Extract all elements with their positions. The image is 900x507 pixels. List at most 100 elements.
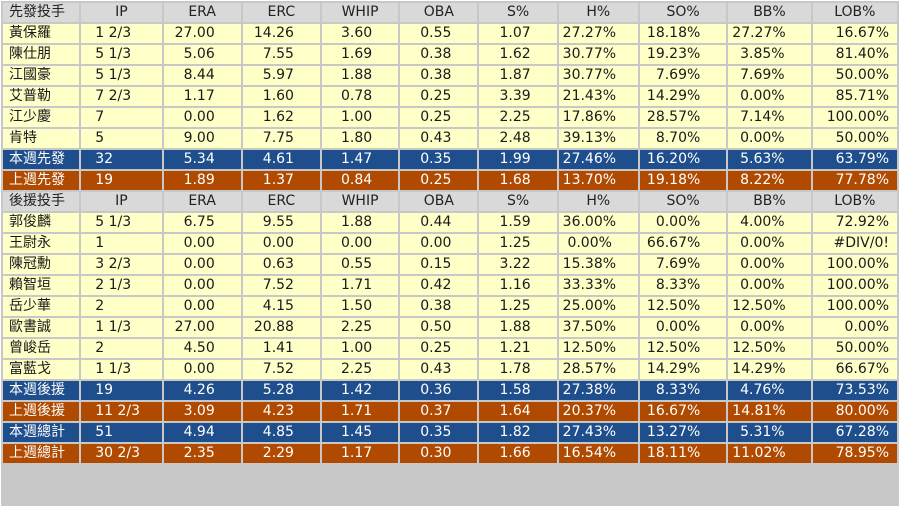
stat-h-pct: 37.50%	[558, 318, 638, 337]
stat-oba: 0.00	[400, 234, 478, 253]
stat-s-pct: 1.62	[479, 45, 557, 64]
stat-h-pct: 27.46%	[558, 150, 638, 169]
stat-h-pct: 33.33%	[558, 276, 638, 295]
stat-era: 1.89	[163, 171, 241, 190]
stat-lob-pct: 67.28%	[812, 423, 897, 442]
stat-erc: 5.97	[242, 66, 320, 85]
stat-h-pct: 25.00%	[558, 297, 638, 316]
stat-so-pct: 16.20%	[639, 150, 727, 169]
column-header-lob-pct: LOB%	[812, 192, 897, 211]
stat-ip: 2	[81, 297, 162, 316]
stat-erc: 4.23	[242, 402, 320, 421]
stat-ip: 32	[81, 150, 162, 169]
stat-whip: 0.00	[321, 234, 399, 253]
pitcher-name: 本週總計	[3, 423, 80, 442]
stat-so-pct: 0.00%	[639, 318, 727, 337]
pitcher-name: 肯特	[3, 129, 80, 148]
stat-erc: 7.52	[242, 360, 320, 379]
stat-oba: 0.35	[400, 423, 478, 442]
stat-ip: 3 2/3	[81, 255, 162, 274]
reliever-row: 郭俊麟 5 1/3 6.75 9.55 1.88 0.44 1.59 36.00% 0.00% 4…	[3, 213, 897, 232]
reliever-row: 曾峻岳 2 4.50 1.41 1.00 0.25 1.21 12.50% 12.50% 12.5…	[3, 339, 897, 358]
stat-oba: 0.25	[400, 339, 478, 358]
stat-ip: 5 1/3	[81, 213, 162, 232]
stat-ip: 1	[81, 234, 162, 253]
stat-so-pct: 19.18%	[639, 171, 727, 190]
stat-bb-pct: 12.50%	[728, 297, 811, 316]
stat-erc: 1.41	[242, 339, 320, 358]
stat-s-pct: 1.59	[479, 213, 557, 232]
stat-era: 4.26	[163, 381, 241, 400]
stat-s-pct: 1.25	[479, 297, 557, 316]
column-header-so-pct: SO%	[639, 192, 727, 211]
stat-lob-pct: 50.00%	[812, 129, 897, 148]
stat-oba: 0.30	[400, 444, 478, 463]
stat-erc: 14.26	[242, 24, 320, 43]
stat-bb-pct: 3.85%	[728, 45, 811, 64]
stat-whip: 1.45	[321, 423, 399, 442]
stat-whip: 1.47	[321, 150, 399, 169]
stat-so-pct: 12.50%	[639, 297, 727, 316]
stat-era: 6.75	[163, 213, 241, 232]
stat-lob-pct: 77.78%	[812, 171, 897, 190]
pitcher-name: 黃保羅	[3, 24, 80, 43]
pitcher-name: 陳仕朋	[3, 45, 80, 64]
stat-so-pct: 19.23%	[639, 45, 727, 64]
stat-era: 0.00	[163, 234, 241, 253]
stat-h-pct: 28.57%	[558, 360, 638, 379]
stat-h-pct: 17.86%	[558, 108, 638, 127]
stat-oba: 0.37	[400, 402, 478, 421]
stat-oba: 0.43	[400, 360, 478, 379]
stat-s-pct: 3.22	[479, 255, 557, 274]
column-header-s-pct: S%	[479, 3, 557, 22]
stat-h-pct: 27.43%	[558, 423, 638, 442]
stat-erc: 0.63	[242, 255, 320, 274]
pitcher-name: 岳少華	[3, 297, 80, 316]
stat-lob-pct: 100.00%	[812, 108, 897, 127]
stat-h-pct: 13.70%	[558, 171, 638, 190]
stat-oba: 0.42	[400, 276, 478, 295]
stat-h-pct: 27.38%	[558, 381, 638, 400]
stat-h-pct: 20.37%	[558, 402, 638, 421]
stat-so-pct: 28.57%	[639, 108, 727, 127]
stat-h-pct: 27.27%	[558, 24, 638, 43]
stat-whip: 1.42	[321, 381, 399, 400]
stat-h-pct: 30.77%	[558, 45, 638, 64]
stat-lob-pct: 50.00%	[812, 339, 897, 358]
reliever-row: 王尉永 1 0.00 0.00 0.00 0.00 1.25 0.00% 66.67% 0.00%…	[3, 234, 897, 253]
column-header-erc: ERC	[242, 3, 320, 22]
stat-oba: 0.25	[400, 108, 478, 127]
stat-lob-pct: 100.00%	[812, 255, 897, 274]
stat-s-pct: 2.25	[479, 108, 557, 127]
stat-erc: 4.61	[242, 150, 320, 169]
stat-era: 4.94	[163, 423, 241, 442]
stat-h-pct: 36.00%	[558, 213, 638, 232]
stat-bb-pct: 0.00%	[728, 129, 811, 148]
stat-so-pct: 14.29%	[639, 87, 727, 106]
relievers-header-row: 後援投手 IP ERA ERC WHIP OBA S% H% SO% BB% LOB%	[3, 192, 897, 211]
starter-row: 黃保羅 1 2/3 27.00 14.26 3.60 0.55 1.07 27.27% 18.1…	[3, 24, 897, 43]
stat-era: 5.06	[163, 45, 241, 64]
stat-s-pct: 1.58	[479, 381, 557, 400]
reliever-row: 歐書誠 1 1/3 27.00 20.88 2.25 0.50 1.88 37.50% 0.00…	[3, 318, 897, 337]
stat-erc: 0.00	[242, 234, 320, 253]
stat-bb-pct: 0.00%	[728, 276, 811, 295]
starters-last-week-row: 上週先發 19 1.89 1.37 0.84 0.25 1.68 13.70% 19.18% 8.…	[3, 171, 897, 190]
column-header-so-pct: SO%	[639, 3, 727, 22]
stat-ip: 2	[81, 339, 162, 358]
stat-ip: 1 1/3	[81, 318, 162, 337]
stat-oba: 0.50	[400, 318, 478, 337]
stat-lob-pct: 16.67%	[812, 24, 897, 43]
pitcher-name: 賴智垣	[3, 276, 80, 295]
stat-lob-pct: 0.00%	[812, 318, 897, 337]
stat-era: 4.50	[163, 339, 241, 358]
stat-bb-pct: 0.00%	[728, 255, 811, 274]
column-header-h-pct: H%	[558, 192, 638, 211]
stat-erc: 1.37	[242, 171, 320, 190]
stat-ip: 5 1/3	[81, 45, 162, 64]
stat-lob-pct: 66.67%	[812, 360, 897, 379]
pitcher-name: 本週先發	[3, 150, 80, 169]
stat-s-pct: 1.88	[479, 318, 557, 337]
stat-h-pct: 15.38%	[558, 255, 638, 274]
